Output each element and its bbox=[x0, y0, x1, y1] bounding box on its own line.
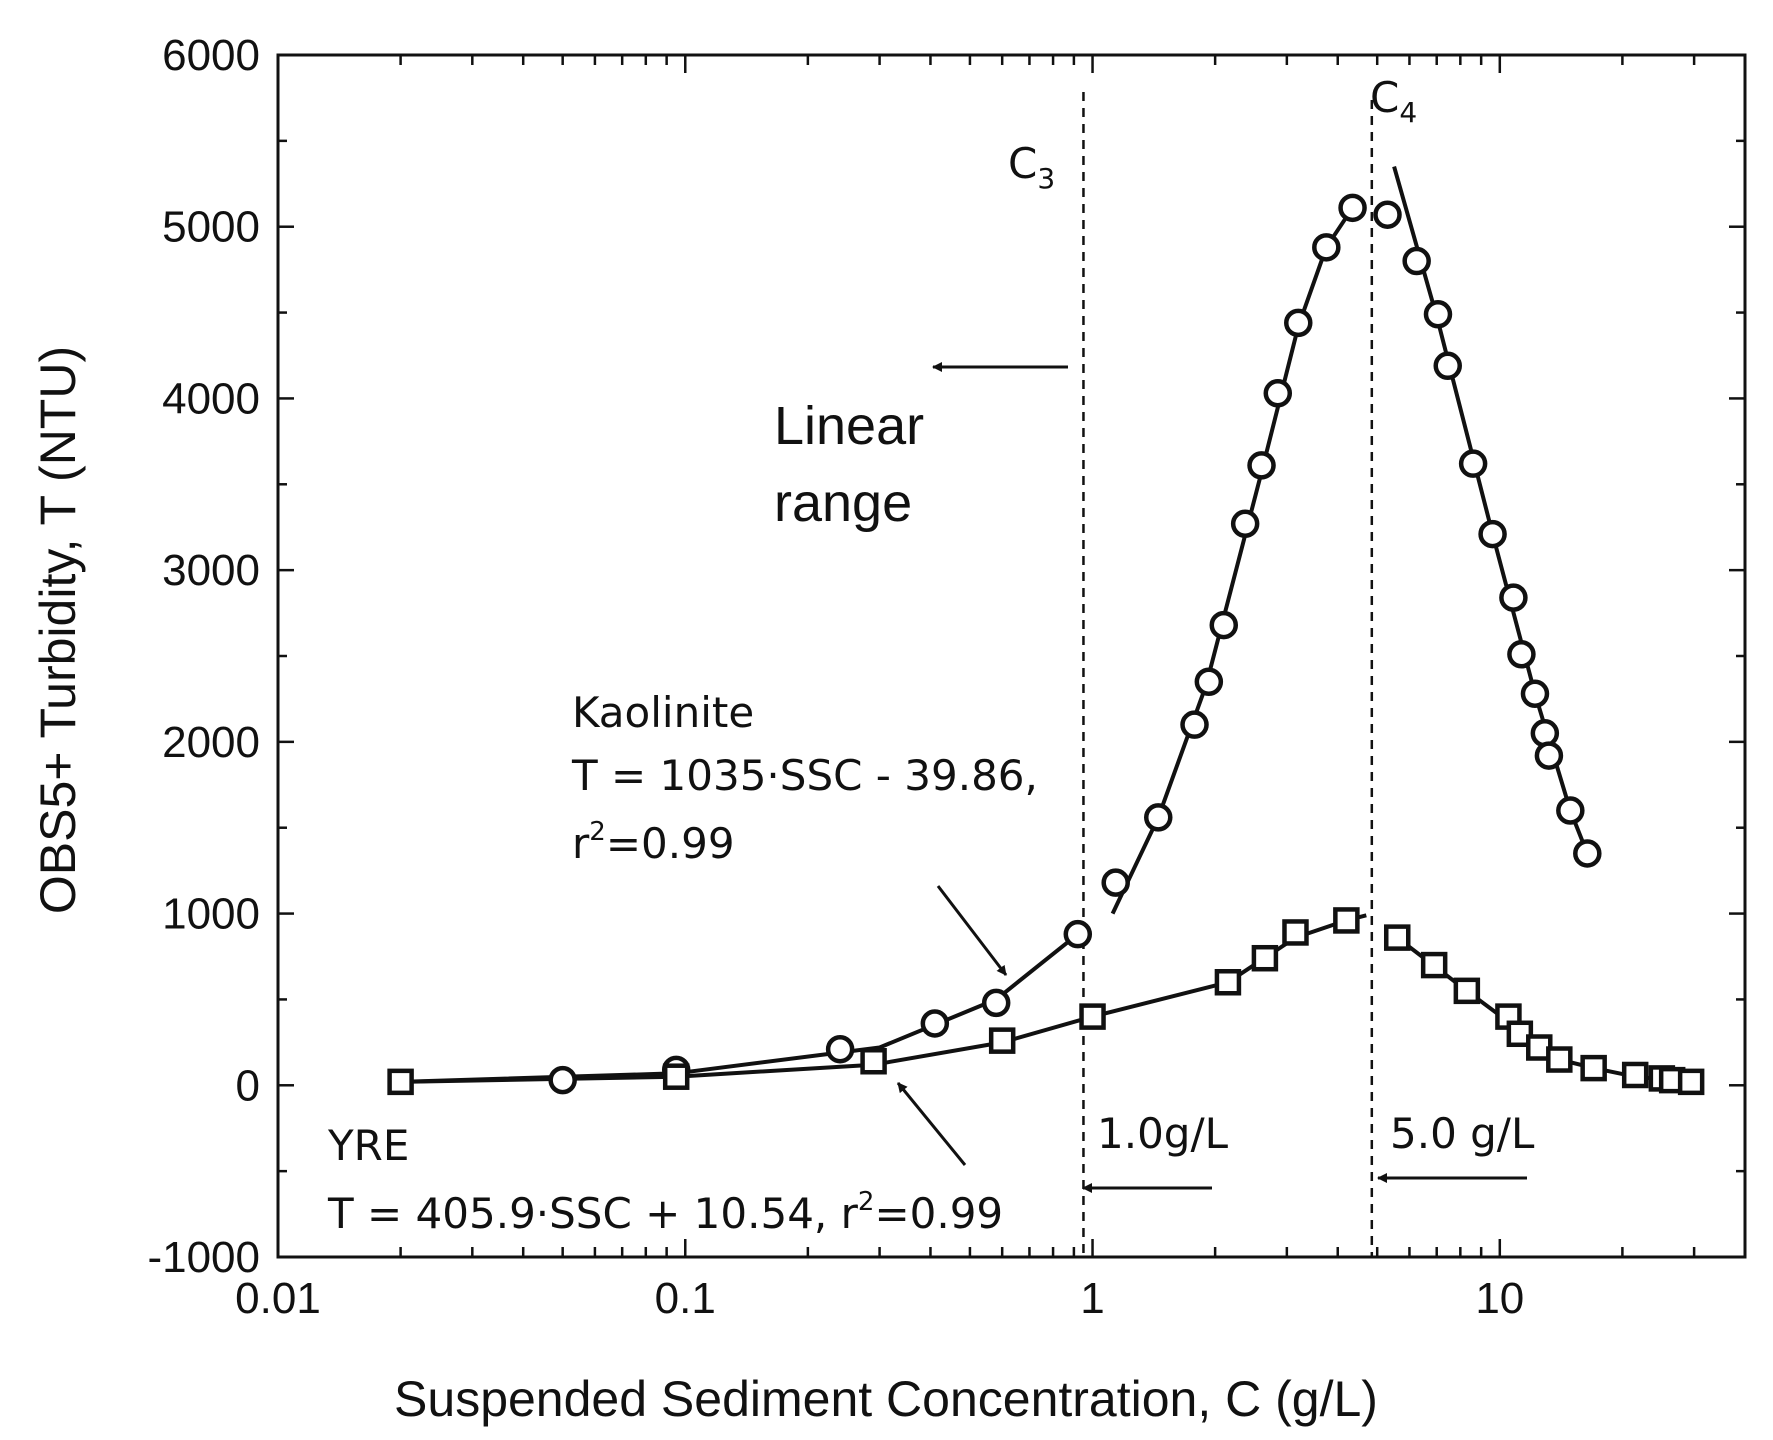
yre-r2-sup: 2 bbox=[858, 1187, 875, 1217]
yre-point bbox=[1282, 919, 1309, 946]
x-tick-label: 10 bbox=[1475, 1274, 1524, 1323]
kaolinite-point bbox=[1180, 710, 1209, 739]
kaolinite-r2-prefix: r bbox=[572, 819, 590, 868]
yre-point bbox=[1506, 1020, 1534, 1048]
y-tick-label: 0 bbox=[236, 1061, 260, 1110]
y-tick-label: 2000 bbox=[162, 718, 260, 767]
yre-point bbox=[988, 1027, 1016, 1054]
kaolinite-point bbox=[1263, 379, 1293, 408]
kaolinite-name: Kaolinite bbox=[572, 688, 754, 737]
yre-point bbox=[1621, 1061, 1649, 1089]
yre-point bbox=[1677, 1068, 1705, 1096]
c3-label: C3 bbox=[1008, 139, 1055, 195]
y-tick-label: 1000 bbox=[162, 890, 260, 939]
plot-frame bbox=[276, 53, 1747, 1259]
c3-label-main: C bbox=[1008, 139, 1037, 188]
x-tick-label: 0.1 bbox=[655, 1274, 716, 1323]
yre-point bbox=[1251, 944, 1279, 972]
yre-point bbox=[1580, 1054, 1607, 1082]
kaolinite-point bbox=[1373, 200, 1402, 229]
kaolinite-point bbox=[1433, 351, 1462, 381]
y-axis-title: OBS5+ Turbidity, T (NTU) bbox=[30, 346, 86, 914]
kaolinite-point bbox=[1499, 583, 1528, 612]
kaolinite-point bbox=[1194, 667, 1224, 697]
reference-lines bbox=[1082, 92, 1374, 1257]
yre-point bbox=[662, 1063, 690, 1090]
kaolinite-r2-sup: 2 bbox=[589, 817, 606, 847]
x-tick-label: 1 bbox=[1080, 1274, 1104, 1323]
kaolinite-point bbox=[1209, 610, 1239, 640]
yre-point bbox=[860, 1047, 887, 1075]
yre-name: YRE bbox=[327, 1121, 409, 1170]
kaolinite-r2: r2=0.99 bbox=[572, 817, 735, 868]
yre-point bbox=[1453, 977, 1481, 1005]
kaolinite-point bbox=[548, 1065, 577, 1095]
yre-point bbox=[1214, 969, 1242, 996]
yre-arrow bbox=[896, 1082, 967, 1166]
c4-label-main: C bbox=[1370, 73, 1399, 122]
y-tick-label: 3000 bbox=[162, 546, 260, 595]
x-tick-label: 0.01 bbox=[235, 1274, 321, 1323]
yre-point bbox=[1383, 924, 1411, 951]
kaolinite-point bbox=[1338, 193, 1367, 223]
kaolinite-point bbox=[1144, 803, 1173, 832]
c4-threshold-label: 5.0 g/L bbox=[1390, 1109, 1535, 1158]
data-points bbox=[387, 193, 1705, 1096]
kaolinite-equation: T = 1035·SSC - 39.86, bbox=[571, 751, 1038, 800]
kaolinite-point bbox=[1101, 868, 1130, 897]
kaolinite-point bbox=[1556, 796, 1585, 825]
linear-range-label-line2: range bbox=[774, 473, 912, 533]
kaolinite-point bbox=[1230, 509, 1260, 539]
yre-equation-text: T = 405.9·SSC + 10.54, r bbox=[327, 1189, 859, 1238]
kaolinite-point bbox=[1063, 919, 1093, 949]
yre-point bbox=[1079, 1003, 1106, 1030]
y-tick-label: 5000 bbox=[162, 203, 260, 252]
kaolinite-point bbox=[1312, 233, 1341, 262]
kaolinite-fit-line bbox=[400, 932, 1080, 1084]
kaolinite-arrow bbox=[936, 885, 1008, 976]
yre-point bbox=[1333, 907, 1360, 934]
kaolinite-point bbox=[1507, 640, 1536, 669]
kaolinite-point bbox=[1530, 719, 1560, 748]
kaolinite-point bbox=[1478, 519, 1507, 549]
kaolinite-point bbox=[1573, 839, 1602, 868]
kaolinite-point bbox=[920, 1009, 950, 1038]
kaolinite-point bbox=[825, 1034, 855, 1064]
c4-label-sub: 4 bbox=[1399, 96, 1417, 129]
y-tick-label: 4000 bbox=[162, 374, 260, 423]
c3-label-sub: 3 bbox=[1037, 162, 1055, 195]
y-tick-label: -1000 bbox=[147, 1233, 260, 1282]
kaolinite-r2-value: =0.99 bbox=[606, 819, 735, 868]
kaolinite-point bbox=[1520, 679, 1550, 709]
axis-ticks bbox=[276, 53, 1747, 1259]
tick-labels: -1000 0 1000 2000 3000 4000 5000 6000 0.01 0.1 1 10 bbox=[147, 31, 1524, 1323]
yre-r2-value: =0.99 bbox=[874, 1189, 1003, 1238]
kaolinite-point bbox=[1247, 451, 1276, 480]
x-axis-title: Suspended Sediment Concentration, C (g/L… bbox=[394, 1371, 1378, 1427]
y-tick-label: 6000 bbox=[162, 31, 260, 80]
kaolinite-point bbox=[1458, 449, 1488, 478]
kaolinite-point bbox=[1534, 741, 1564, 770]
kaolinite-point bbox=[1402, 246, 1431, 276]
c4-label: C4 bbox=[1370, 73, 1417, 129]
fit-lines bbox=[400, 166, 1692, 1084]
yre-equation: T = 405.9·SSC + 10.54, r2=0.99 bbox=[327, 1187, 1003, 1238]
kaolinite-point bbox=[1284, 308, 1313, 338]
linear-range-label-line1: Linear bbox=[774, 396, 924, 456]
yre-point bbox=[1420, 951, 1448, 979]
c3-threshold-label: 1.0g/L bbox=[1097, 1109, 1229, 1158]
kaolinite-point bbox=[981, 988, 1011, 1018]
yre-point bbox=[1546, 1046, 1573, 1073]
yre-point bbox=[387, 1068, 414, 1096]
kaolinite-point bbox=[1423, 300, 1453, 329]
